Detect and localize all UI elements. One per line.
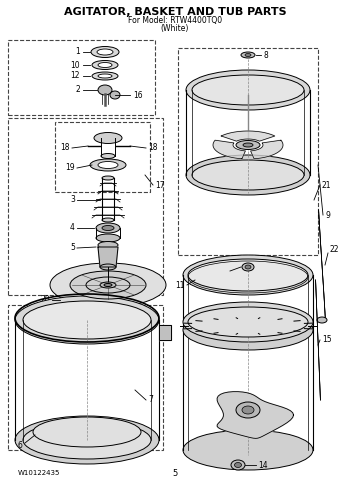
Ellipse shape — [102, 218, 114, 222]
Ellipse shape — [92, 72, 118, 80]
Ellipse shape — [15, 416, 159, 464]
Ellipse shape — [70, 271, 146, 299]
Ellipse shape — [188, 307, 308, 337]
Text: 8: 8 — [263, 51, 268, 59]
Polygon shape — [159, 325, 171, 340]
Bar — [8, 305, 163, 450]
Ellipse shape — [183, 310, 313, 350]
Ellipse shape — [96, 223, 120, 233]
Bar — [178, 48, 318, 255]
Text: 9: 9 — [325, 211, 330, 219]
Polygon shape — [217, 392, 294, 439]
Ellipse shape — [96, 234, 120, 242]
Ellipse shape — [234, 463, 241, 468]
Ellipse shape — [92, 60, 118, 70]
Ellipse shape — [33, 417, 141, 447]
Ellipse shape — [317, 317, 327, 323]
Text: 21: 21 — [322, 181, 331, 189]
Ellipse shape — [50, 263, 166, 307]
Ellipse shape — [98, 62, 112, 68]
Text: W10122435: W10122435 — [18, 470, 60, 476]
Text: 2: 2 — [75, 85, 80, 95]
Ellipse shape — [15, 296, 159, 344]
Ellipse shape — [236, 402, 260, 418]
Ellipse shape — [231, 460, 245, 470]
Text: 12: 12 — [70, 71, 80, 81]
Text: 13: 13 — [218, 268, 228, 276]
Ellipse shape — [110, 91, 120, 99]
Ellipse shape — [104, 284, 112, 286]
Bar — [8, 40, 155, 115]
Text: 15: 15 — [322, 336, 332, 344]
Text: 7: 7 — [148, 396, 153, 404]
Ellipse shape — [102, 226, 114, 230]
Polygon shape — [251, 140, 283, 159]
Ellipse shape — [100, 264, 116, 270]
Ellipse shape — [90, 159, 126, 171]
Polygon shape — [213, 140, 245, 159]
Ellipse shape — [186, 70, 310, 110]
Ellipse shape — [192, 160, 304, 190]
Bar — [8, 118, 163, 295]
Text: 11: 11 — [175, 281, 185, 289]
Text: 4: 4 — [70, 224, 75, 232]
Text: 14: 14 — [258, 460, 268, 469]
Text: 19: 19 — [65, 164, 75, 172]
Ellipse shape — [100, 282, 116, 288]
Ellipse shape — [102, 176, 114, 180]
Text: 18: 18 — [61, 143, 70, 153]
Text: For Model: RTW4400TQ0: For Model: RTW4400TQ0 — [128, 16, 222, 26]
Ellipse shape — [98, 242, 118, 248]
Text: 20: 20 — [40, 296, 50, 304]
Ellipse shape — [101, 154, 115, 158]
Ellipse shape — [86, 277, 130, 293]
Ellipse shape — [183, 430, 313, 470]
Ellipse shape — [98, 74, 112, 78]
Ellipse shape — [98, 85, 112, 95]
Text: 10: 10 — [70, 60, 80, 70]
Ellipse shape — [245, 265, 251, 269]
Text: 17: 17 — [155, 181, 164, 189]
Ellipse shape — [97, 49, 113, 55]
Ellipse shape — [94, 132, 122, 143]
Polygon shape — [98, 247, 118, 267]
Text: 1: 1 — [75, 47, 80, 57]
Ellipse shape — [23, 421, 151, 459]
Ellipse shape — [186, 155, 310, 195]
Ellipse shape — [98, 161, 118, 169]
Text: 18: 18 — [148, 143, 158, 153]
Text: 16: 16 — [133, 90, 143, 99]
Polygon shape — [221, 131, 275, 141]
Text: 3: 3 — [70, 196, 75, 204]
Text: 22: 22 — [330, 245, 339, 255]
Ellipse shape — [183, 302, 313, 342]
Text: 6: 6 — [18, 440, 23, 450]
Ellipse shape — [245, 54, 251, 57]
Ellipse shape — [23, 301, 151, 339]
Text: 5: 5 — [70, 243, 75, 253]
Ellipse shape — [243, 143, 253, 147]
Text: AGITATOR, BASKET AND TUB PARTS: AGITATOR, BASKET AND TUB PARTS — [64, 7, 286, 17]
Ellipse shape — [242, 406, 254, 414]
Text: (White): (White) — [161, 24, 189, 32]
Ellipse shape — [192, 75, 304, 105]
Ellipse shape — [183, 255, 313, 295]
Ellipse shape — [242, 263, 254, 271]
Bar — [55, 122, 150, 192]
Ellipse shape — [188, 259, 308, 291]
Ellipse shape — [236, 141, 260, 150]
Text: 5: 5 — [172, 469, 177, 478]
Ellipse shape — [91, 46, 119, 57]
Ellipse shape — [241, 52, 255, 58]
